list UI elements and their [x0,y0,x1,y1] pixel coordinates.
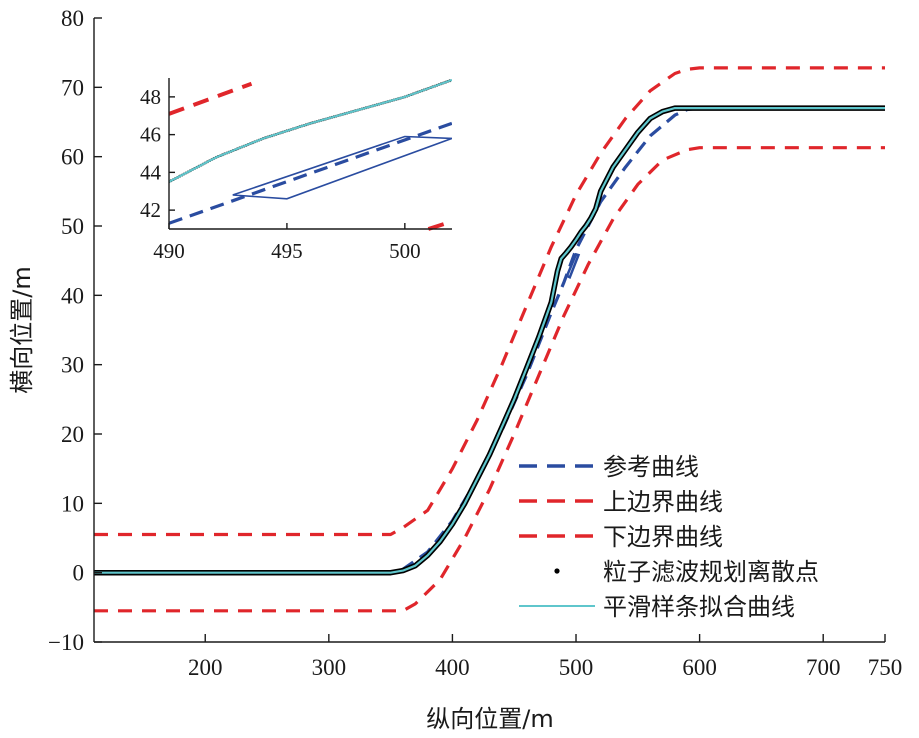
y-tick-label: −10 [48,630,84,655]
x-tick-label: 200 [188,655,223,680]
inset-y-tick-label: 48 [140,85,161,109]
legend-entry-particles: 粒子滤波规划离散点 [554,558,819,586]
y-tick-label: 10 [61,491,84,516]
x-tick-label: 500 [559,655,594,680]
y-axis-title: 横向位置/m [8,266,36,393]
legend-entry-reference: 参考曲线 [519,453,699,481]
legend-label: 上边界曲线 [603,488,723,516]
legend-label: 参考曲线 [603,453,699,481]
inset-y-tick-label: 46 [140,123,161,147]
inset-y-tick-label: 44 [140,160,162,184]
inset-zoom-outline [232,135,452,200]
smoothing-spline-curve [94,106,885,574]
main-axes: 200 300 400 500 600 700 750 −10 0 10 20 30 40 50 60 70 8… [48,6,902,680]
legend-entry-lower-boundary: 下边界曲线 [519,523,723,551]
x-tick-label: 700 [806,655,841,680]
y-tick-label: 20 [61,422,84,447]
inset-lower-boundary-curve [427,219,452,231]
inset-zoom-plot: 490 495 500 42 44 46 48 [140,78,452,263]
inset-background [169,78,452,229]
legend-label: 下边界曲线 [603,523,723,551]
inset-y-tick-label: 42 [140,198,161,222]
legend-label: 粒子滤波规划离散点 [603,558,819,586]
y-tick-label: 30 [61,353,84,378]
x-tick-label: 750 [868,655,903,680]
y-tick-label: 40 [61,283,84,308]
zoom-region-outline [565,252,581,280]
inset-upper-boundary-curve [169,81,253,116]
y-tick-label: 0 [73,561,85,586]
plot-series-group [94,66,885,613]
x-tick-label: 600 [682,655,717,680]
inset-reference-curve [169,121,452,225]
main-plot-area [94,66,885,613]
legend-swatch [554,568,560,574]
upper-boundary-curve [94,66,885,537]
inset-spline-curve [169,78,452,183]
inset-x-tick-label: 495 [271,239,303,263]
legend-entry-spline: 平滑样条拟合曲线 [519,593,795,621]
zoom-region-marker [565,252,581,280]
lower-boundary-curve [94,146,885,613]
inset-x-tick-label: 490 [153,239,185,263]
x-tick-label: 300 [312,655,347,680]
x-tick-label: 400 [435,655,470,680]
legend-label: 平滑样条拟合曲线 [603,593,795,621]
y-tick-label: 60 [61,145,84,170]
y-tick-label: 50 [61,214,84,239]
y-tick-label: 80 [61,6,84,31]
inset-x-tick-label: 500 [389,239,421,263]
x-axis-title: 纵向位置/m [426,705,553,733]
y-tick-label: 70 [61,75,84,100]
legend-entry-upper-boundary: 上边界曲线 [519,488,723,516]
inset-series-group [169,78,452,231]
